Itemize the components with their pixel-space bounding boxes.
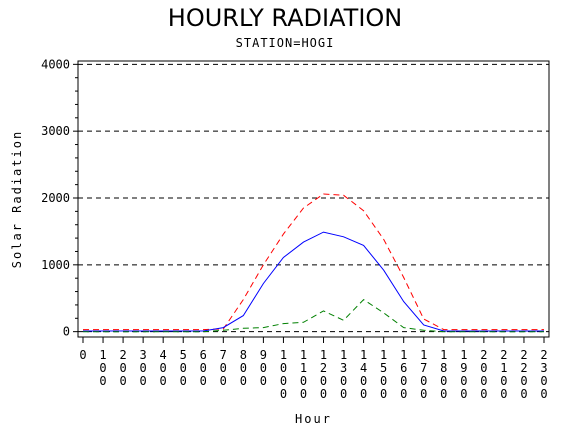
x-axis-title: Hour <box>295 412 332 426</box>
y-tick-label: 1000 <box>41 258 70 272</box>
y-axis-title: Solar Radiation <box>10 130 24 268</box>
y-tick-label: 3000 <box>41 124 70 138</box>
series-lines <box>83 193 544 333</box>
y-tick-label: 4000 <box>41 57 70 71</box>
series-line-2 <box>83 298 544 333</box>
x-tick-label: 0 <box>79 348 86 362</box>
plot-frame <box>77 60 550 338</box>
grid-lines <box>78 63 549 333</box>
y-tick-label: 0 <box>63 325 70 339</box>
series-line-1 <box>83 231 544 332</box>
chart-subtitle: STATION=HOGI <box>235 36 335 50</box>
series-line-0 <box>83 193 544 331</box>
y-axis: 0 1000 2000 3000 4000 <box>41 57 78 339</box>
chart-title: HOURLY RADIATION <box>167 4 403 32</box>
x-axis: 0 1 0 0 2 0 0 3 0 0 4 0 0 5 0 0 6 0 0 7 0 0 8 0 0 9 0 0 1 0 0 0 1 1 0 0 1 2 0 0… <box>79 337 548 401</box>
y-tick-label: 2000 <box>41 191 70 205</box>
